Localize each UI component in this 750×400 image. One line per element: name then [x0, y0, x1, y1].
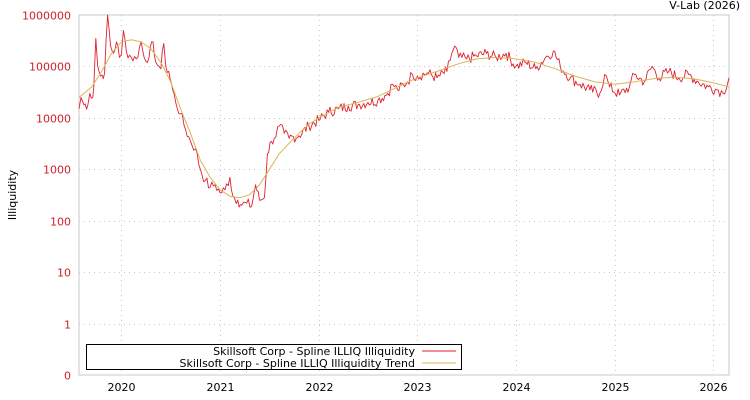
y-tick-label: 10000 — [36, 113, 71, 126]
series-lines — [78, 14, 730, 208]
series-line-illiquidity — [78, 14, 730, 208]
y-axis-label: Illiquidity — [6, 169, 19, 220]
x-tick-label: 2024 — [503, 381, 531, 394]
y-tick-label: 100 — [50, 216, 71, 229]
series-line-trend — [78, 39, 730, 199]
x-tick-label: 2021 — [207, 381, 235, 394]
y-tick-label: 0 — [64, 370, 71, 383]
y-tick-label: 100000 — [29, 61, 71, 74]
y-tick-label: 1 — [64, 319, 71, 332]
x-tick-label: 2022 — [306, 381, 334, 394]
legend: Skillsoft Corp - Spline ILLIQ Illiquidit… — [86, 344, 462, 370]
x-tick-label: 2023 — [404, 381, 432, 394]
legend-label-illiquidity: Skillsoft Corp - Spline ILLIQ Illiquidit… — [213, 345, 415, 358]
plot-frame — [78, 14, 730, 376]
watermark: V-Lab (2026) — [669, 0, 740, 12]
x-tick-label: 2026 — [700, 381, 728, 394]
legend-label-trend: Skillsoft Corp - Spline ILLIQ Illiquidit… — [180, 357, 415, 370]
grid — [79, 15, 729, 375]
x-tick-label: 2025 — [602, 381, 630, 394]
y-tick-label: 10 — [57, 267, 71, 280]
x-axis: 2020 2021 2022 2023 2024 2025 2026 — [108, 381, 728, 394]
x-tick-label: 2020 — [108, 381, 136, 394]
y-tick-label: 1000 — [43, 164, 71, 177]
legend-box — [86, 344, 462, 370]
y-tick-label: 1000000 — [22, 10, 71, 23]
